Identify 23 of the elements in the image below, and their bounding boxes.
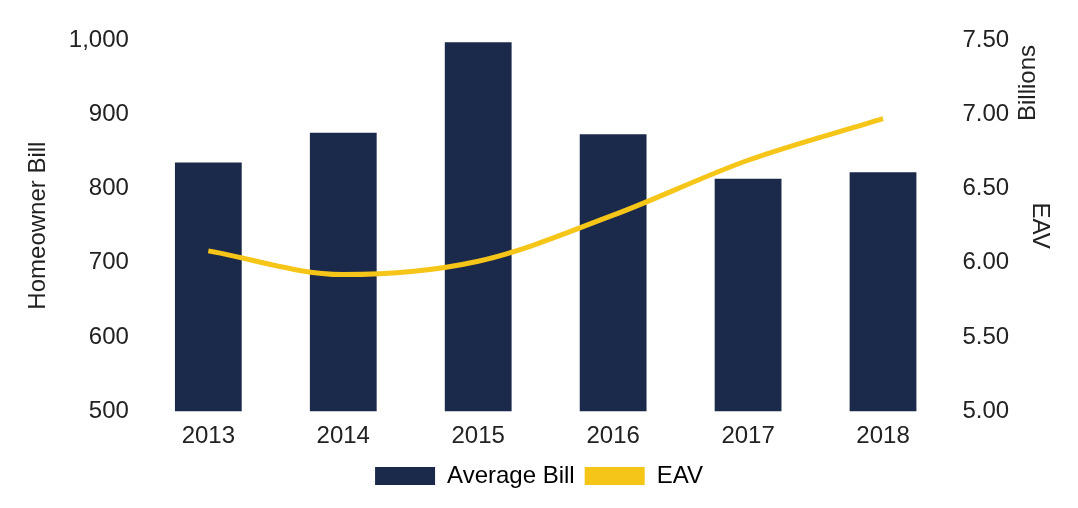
legend-label: EAV [656,460,703,488]
y-axis-title: Homeowner Bill [23,141,51,310]
y-tick-label: 700 [88,247,129,275]
x-tick-label: 2017 [721,421,775,449]
y2-tick-label: 7.50 [962,24,1010,52]
y-tick-label: 600 [88,321,129,349]
x-tick-label: 2013 [181,421,236,449]
y2-tick-label: 5.00 [962,395,1010,423]
y-tick-label: 500 [88,395,129,423]
y2-tick-label: 7.00 [962,98,1010,126]
text: Billions [1012,45,1040,122]
y2-tick-label: 5.50 [962,321,1010,349]
x-tick-label: 2016 [586,421,640,449]
y2-tick-label: 6.00 [962,247,1010,275]
x-tick-label: 2018 [856,421,910,449]
y2-axis-title: EAV [1027,202,1055,249]
legend-label: Average Bill [447,460,575,488]
x-tick-label: 2015 [451,421,505,449]
y-tick-label: 1,000 [68,24,129,52]
y-tick-label: 900 [88,98,129,126]
x-tick-label: 2014 [316,421,370,449]
y-tick-label: 800 [88,173,129,201]
y2-tick-label: 6.50 [962,173,1010,201]
